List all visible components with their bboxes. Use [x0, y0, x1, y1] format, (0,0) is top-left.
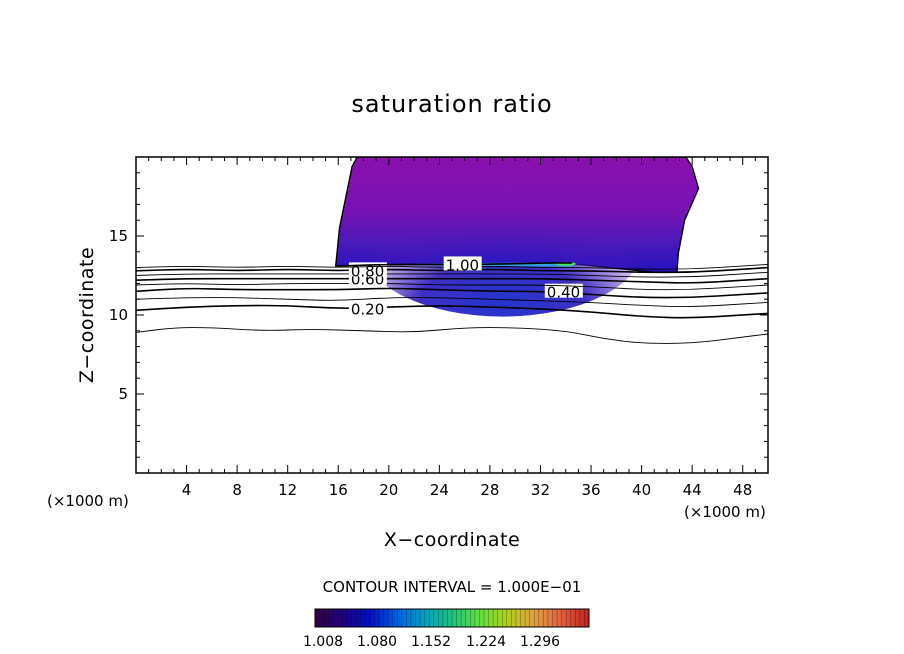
contour-layer: 0.200.400.600.80 1.00 — [136, 157, 768, 344]
contour-line — [136, 263, 768, 270]
x-tick-label: 36 — [581, 481, 600, 499]
contour-line — [338, 262, 573, 267]
y-axis-ticks: 5 10 15 — [109, 172, 768, 458]
x-tick-label: 12 — [278, 481, 297, 499]
x-axis-ticks: 4 8 12 16 20 24 28 32 36 40 44 48 — [148, 157, 756, 499]
colorbar-tick-label: 1.224 — [466, 634, 506, 650]
x-tick-label: 16 — [329, 481, 348, 499]
contour-label: 1.00 — [446, 256, 479, 274]
contour-line — [136, 266, 768, 274]
x-tick-label: 24 — [430, 481, 449, 499]
contour-line — [136, 282, 768, 291]
x-tick-label: 40 — [632, 481, 651, 499]
colorbar-ticks: 1.008 1.080 1.152 1.224 1.296 — [303, 609, 590, 650]
x-tick-label: 48 — [733, 481, 752, 499]
x-unit-right: (×1000 m) — [684, 503, 766, 521]
contour-label: 0.20 — [351, 300, 384, 318]
chart-title: saturation ratio — [351, 90, 552, 118]
contour-label-bg — [544, 283, 583, 298]
x-tick-label: 8 — [232, 481, 242, 499]
y-tick-label: 15 — [109, 227, 128, 245]
colorbar-tick-label: 1.008 — [303, 634, 343, 650]
contour-line — [136, 277, 768, 284]
colorbar: 1.008 1.080 1.152 1.224 1.296 — [303, 608, 590, 650]
contour-line — [136, 271, 768, 278]
contour-label: 0.40 — [547, 284, 580, 302]
x-tick-label: 32 — [531, 481, 550, 499]
colorbar-tick-label: 1.296 — [520, 634, 560, 650]
contour-label-bg — [348, 300, 387, 315]
y-tick-label: 10 — [109, 306, 128, 324]
colorbar-tick-label: 1.152 — [411, 634, 451, 650]
contour-line — [136, 287, 768, 299]
x-tick-label: 28 — [480, 481, 499, 499]
contour-line — [136, 297, 768, 308]
contour-line — [136, 304, 768, 319]
saturation-core — [363, 180, 642, 317]
contour-line — [136, 327, 768, 344]
x-axis-label: X−coordinate — [384, 529, 520, 551]
contour-label-bg — [443, 256, 482, 271]
y-axis-label: Z−coordinate — [76, 247, 98, 383]
x-unit-left: (×1000 m) — [47, 492, 129, 510]
x-tick-label: 20 — [379, 481, 398, 499]
y-tick-label: 5 — [118, 385, 128, 403]
contour-interval-text: CONTOUR INTERVAL = 1.000E−01 — [323, 578, 582, 596]
x-tick-label: 4 — [182, 481, 192, 499]
x-tick-label: 44 — [683, 481, 702, 499]
colorbar-tick-label: 1.080 — [357, 634, 397, 650]
